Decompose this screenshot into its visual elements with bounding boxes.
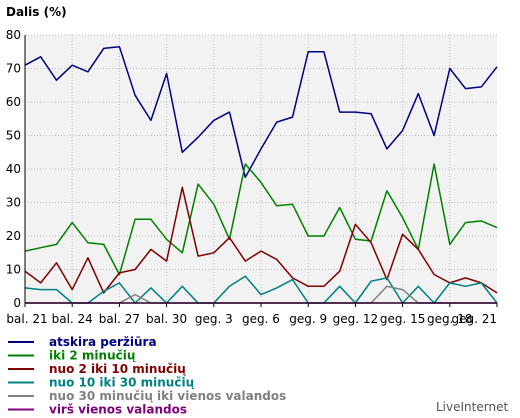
y-tick-label: 10 <box>6 263 21 277</box>
y-tick-label: 60 <box>6 95 21 109</box>
legend-label: iki 2 minučių <box>49 349 136 363</box>
x-tick-label: bal. 24 <box>52 312 93 326</box>
x-tick-label: geg. 12 <box>333 312 379 326</box>
legend-label: nuo 2 iki 10 minučių <box>49 362 186 376</box>
y-axis-label: Dalis (%) <box>6 5 67 19</box>
series-line-3 <box>24 275 498 304</box>
series-line-0 <box>24 45 498 179</box>
x-tick-label: geg. 15 <box>380 312 426 326</box>
y-tick-label: 50 <box>6 129 21 143</box>
y-tick-label: 30 <box>6 196 21 210</box>
y-tick-label: 20 <box>6 229 21 243</box>
y-tick-label: 0 <box>13 296 21 310</box>
grid-lines <box>25 34 497 303</box>
x-tick-label: bal. 27 <box>99 312 140 326</box>
legend-label: atskira peržiūra <box>49 335 157 349</box>
x-tick-label: geg. 3 <box>195 312 233 326</box>
watermark: LiveInternet <box>436 400 508 414</box>
x-tick-label: bal. 30 <box>146 312 187 326</box>
y-tick-label: 40 <box>6 162 21 176</box>
x-tick-label: geg. 18 <box>427 312 473 326</box>
x-tick-label: geg. 21 <box>451 312 497 326</box>
y-axis-ticks: 0 10 20 30 40 50 60 70 80 <box>6 28 21 310</box>
series-line-2 <box>24 186 498 294</box>
legend-label: nuo 30 minučių iki vienos valandos <box>49 389 286 403</box>
x-axis-ticks: bal. 21 bal. 24 bal. 27 bal. 30 geg. 3 geg. 6… <box>6 303 498 326</box>
legend-label: virš vienos valandos <box>49 403 187 417</box>
legend-label: nuo 10 iki 30 minučių <box>49 376 195 390</box>
y-tick-label: 80 <box>6 28 21 42</box>
x-tick-label: geg. 9 <box>289 312 327 326</box>
y-tick-label: 70 <box>6 62 21 76</box>
x-tick-label: geg. 6 <box>242 312 280 326</box>
x-tick-label: bal. 21 <box>6 312 47 326</box>
